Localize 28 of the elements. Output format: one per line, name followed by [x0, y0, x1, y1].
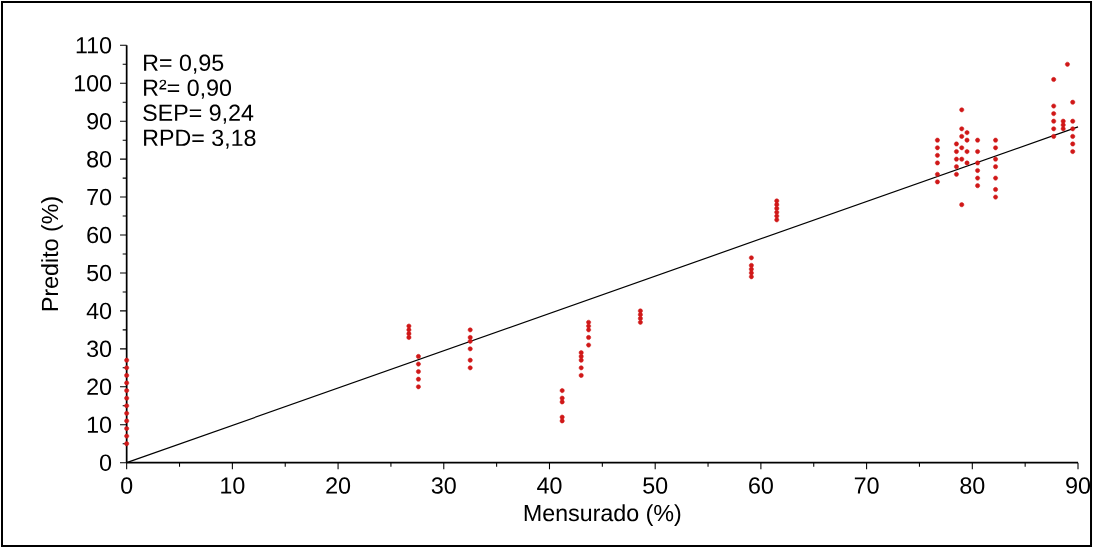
- y-tick-label: 70: [87, 188, 112, 206]
- y-tick-label: 60: [87, 226, 112, 244]
- annotation: R²= 0,90: [144, 79, 232, 99]
- x-tick-label: 80: [960, 477, 985, 494]
- y-tick-label: 100: [75, 75, 112, 92]
- y-axis-title: Predito (%): [41, 197, 63, 311]
- y-tick-label: 20: [87, 378, 112, 396]
- x-tick-label: 10: [221, 477, 245, 494]
- y-tick-label: 30: [87, 340, 112, 358]
- annotation: RPD= 3,18: [144, 129, 256, 149]
- y-tick-label: 40: [86, 302, 112, 320]
- y-tick-label: 0: [100, 454, 112, 471]
- x-axis-title: Mensurado (%): [524, 504, 681, 526]
- x-tick-label: 60: [749, 477, 773, 494]
- x-tick-label: 30: [431, 477, 456, 494]
- annotation: SEP= 9,24: [143, 104, 254, 124]
- x-tick-label: 20: [326, 477, 351, 494]
- y-tick-label: 10: [87, 416, 112, 433]
- y-tick-label: 110: [76, 37, 112, 54]
- x-tick-label: 70: [854, 477, 879, 494]
- y-tick-label: 80: [87, 150, 112, 168]
- x-tick-label: 40: [537, 477, 562, 494]
- x-tick-label: 90: [1066, 477, 1091, 494]
- annotation: R= 0,95: [144, 54, 224, 74]
- x-tick-label: 50: [643, 477, 668, 494]
- y-tick-label: 50: [87, 264, 112, 282]
- y-tick-label: 90: [87, 112, 112, 130]
- x-tick-label: 0: [121, 477, 133, 494]
